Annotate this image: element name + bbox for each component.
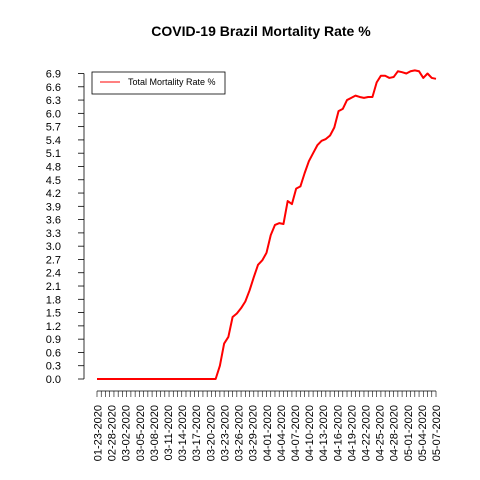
x-tick-label: 03-11-2020 xyxy=(163,405,175,460)
x-tick-label: 03-17-2020 xyxy=(191,405,203,461)
y-tick-label: 1.5 xyxy=(46,308,61,320)
x-tick-label: 04-16-2020 xyxy=(332,405,344,461)
y-tick-label: 4.8 xyxy=(46,161,61,173)
y-tick-label: 1.8 xyxy=(46,294,61,306)
x-tick-label: 03-29-2020 xyxy=(248,405,260,461)
x-axis: 01-23-2020 02-28-2020 03-02-2020 03-05-2020… xyxy=(93,390,443,461)
plot-area xyxy=(97,69,437,380)
y-tick-label: 3.3 xyxy=(46,228,61,240)
x-tick-label: 03-14-2020 xyxy=(177,405,189,461)
legend-box xyxy=(91,71,226,95)
x-tick-label: 04-07-2020 xyxy=(290,405,302,461)
x-tick-label: 04-04-2020 xyxy=(276,405,288,461)
x-tick-label: 01-23-2020 xyxy=(93,405,105,461)
x-tick-label: 02-28-2020 xyxy=(107,405,119,461)
x-tick-label: 03-02-2020 xyxy=(121,405,133,461)
legend: Total Mortality Rate % xyxy=(91,71,226,95)
x-tick-label: 04-01-2020 xyxy=(262,405,274,461)
x-tick-label: 04-28-2020 xyxy=(389,405,401,461)
y-tick-label: 6.9 xyxy=(46,69,61,81)
y-tick-label: 1.2 xyxy=(46,321,61,333)
y-tick-label: 3.0 xyxy=(46,241,61,253)
y-tick-label: 2.7 xyxy=(46,254,61,266)
y-tick-label: 2.4 xyxy=(46,268,61,280)
y-tick-label: 0.6 xyxy=(46,347,61,359)
y-tick-label: 2.1 xyxy=(46,281,61,293)
x-tick-label: 03-20-2020 xyxy=(205,405,217,461)
x-tick-label: 05-04-2020 xyxy=(417,405,429,461)
x-tick-label: 03-05-2020 xyxy=(135,405,147,461)
y-tick-label: 5.1 xyxy=(46,148,61,160)
y-axis: 0.00.3 0.60.91.21.5 1.82.12.4 2.73.03.33.6 3… xyxy=(46,69,85,386)
chart-title: COVID-19 Brazil Mortality Rate % xyxy=(151,23,371,39)
x-tick-label: 04-13-2020 xyxy=(318,405,330,461)
y-tick-label: 6.6 xyxy=(46,82,61,94)
legend-entry-label: Total Mortality Rate % xyxy=(128,77,216,87)
x-tick-label: 05-01-2020 xyxy=(403,405,415,461)
x-tick-label: 04-22-2020 xyxy=(360,405,372,461)
y-tick-label: 3.6 xyxy=(46,215,61,227)
x-tick-label: 04-19-2020 xyxy=(346,405,358,461)
y-tick-label: 5.7 xyxy=(46,122,61,134)
series-line-total-mortality-rate xyxy=(97,69,437,380)
y-tick-label: 4.2 xyxy=(46,188,61,200)
x-tick-label: 03-08-2020 xyxy=(149,405,161,461)
x-tick-label: 04-25-2020 xyxy=(375,405,387,461)
y-tick-label: 6.3 xyxy=(46,95,61,107)
x-tick-label: 03-23-2020 xyxy=(219,405,231,461)
x-tick-label: 05-07-2020 xyxy=(431,405,443,461)
y-tick-label: 0.0 xyxy=(46,374,61,386)
y-tick-label: 0.3 xyxy=(46,361,61,373)
x-tick-label: 04-10-2020 xyxy=(304,405,316,461)
y-tick-label: 4.5 xyxy=(46,175,61,187)
y-tick-label: 6.0 xyxy=(46,108,61,120)
x-tick-label: 03-26-2020 xyxy=(234,405,246,461)
y-tick-label: 5.4 xyxy=(46,135,61,147)
y-tick-label: 3.9 xyxy=(46,201,61,213)
y-tick-label: 0.9 xyxy=(46,334,61,346)
